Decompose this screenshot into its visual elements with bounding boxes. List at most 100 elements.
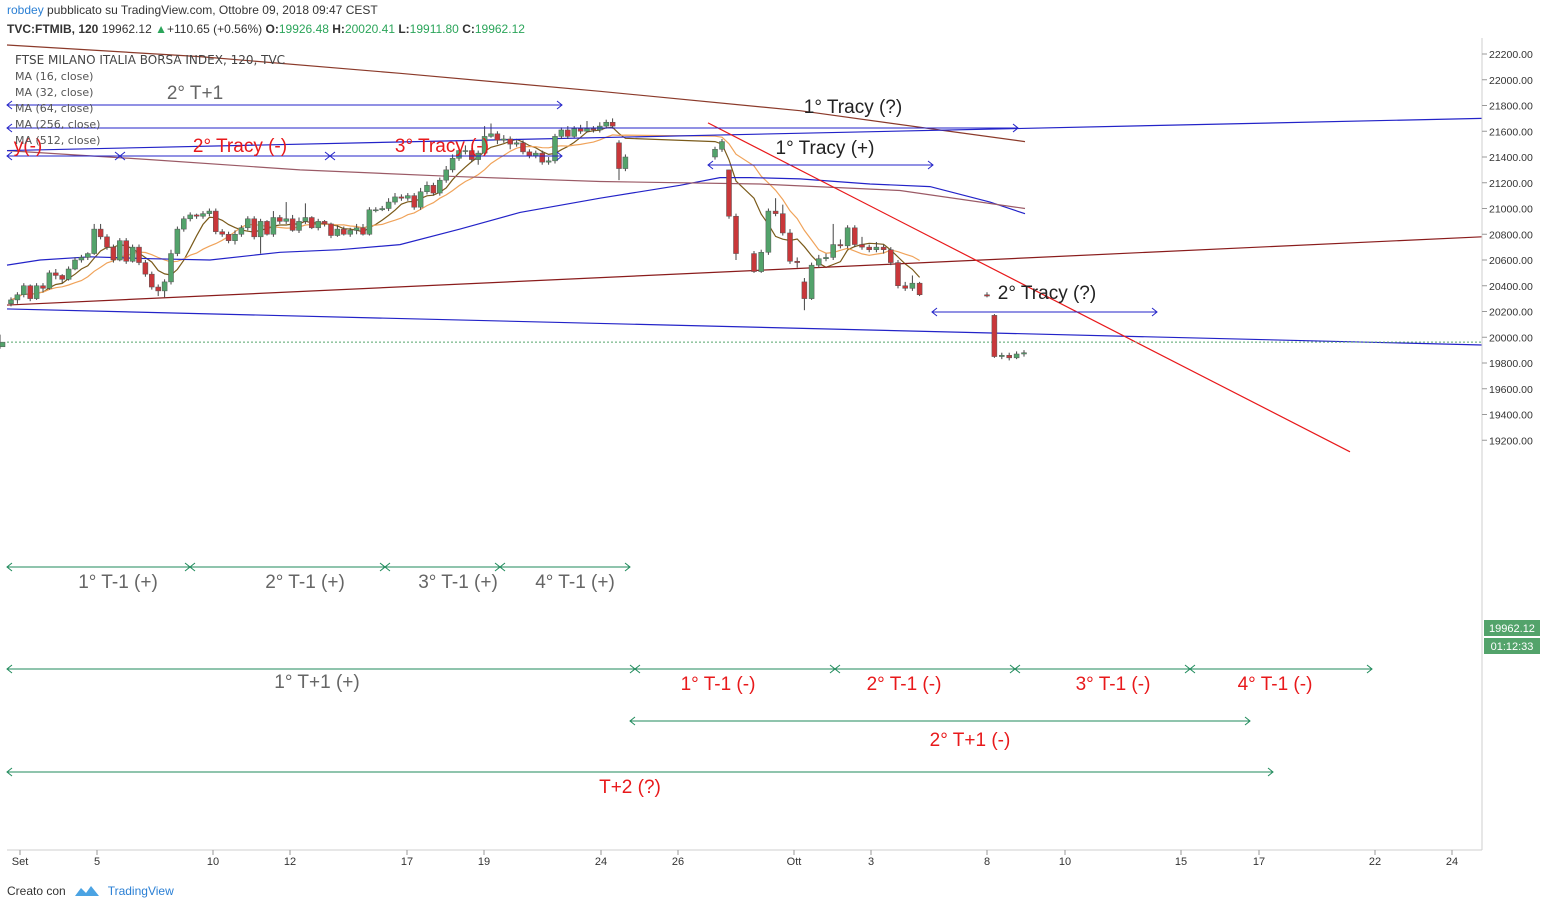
ma-256-legend[interactable]: MA (256, close)	[15, 118, 101, 131]
candle-body	[110, 246, 117, 261]
series-title: FTSE MILANO ITALIA BORSA INDEX, 120, TVC	[15, 53, 286, 67]
candle-body	[302, 217, 309, 222]
candle	[360, 223, 366, 236]
header-line-1: robdey pubblicato su TradingView.com, Ot…	[7, 3, 378, 17]
candle	[225, 231, 232, 244]
candle	[916, 281, 923, 297]
symbol-label[interactable]: TVC:FTMIB, 120	[7, 22, 99, 36]
up-arrow-icon: ▲	[155, 22, 167, 36]
candle-body	[123, 240, 129, 262]
ma-64-line	[6, 177, 1026, 266]
candle	[321, 220, 328, 227]
time-tick-label: 19	[478, 856, 490, 868]
price-tick-label: 20000.00	[1489, 332, 1533, 344]
header-line-2: TVC:FTMIB, 120 19962.12 ▲+110.65 (+0.56%…	[7, 22, 525, 36]
time-tick-label: 15	[1175, 856, 1187, 868]
last-price-tag-value: 19962.12	[1489, 623, 1535, 635]
candle	[46, 270, 53, 290]
candle-body	[616, 142, 622, 169]
label-2-t-plus-1-minus: 2° T+1 (-)	[930, 730, 1011, 751]
published-text: pubblicato su TradingView.com, Ottobre 0…	[47, 3, 378, 17]
candle-body	[462, 150, 469, 152]
candle-body	[353, 227, 360, 231]
author-name[interactable]: robdey	[7, 3, 44, 17]
candle-body	[603, 121, 609, 127]
candles-layer	[0, 118, 1027, 361]
candle-body	[193, 214, 200, 217]
candle-body	[481, 136, 488, 154]
candle-body	[787, 232, 793, 262]
candle	[999, 352, 1005, 360]
tradingview-link[interactable]: TradingView	[107, 884, 174, 898]
candle	[469, 147, 475, 163]
candle	[65, 266, 72, 281]
time-tick-label: Ott	[787, 856, 802, 868]
time-axis[interactable]: Set 5 10 12 17 19 24 26 Ott 3 8 10 15 17 22 24	[12, 850, 1458, 868]
candle-body	[59, 275, 65, 280]
candle	[129, 244, 136, 263]
candle-body	[794, 261, 800, 263]
label-1-t-minus-1-minus: 1° T-1 (-)	[681, 674, 756, 695]
candle-body	[837, 244, 844, 247]
candle	[590, 126, 597, 133]
ma-512-legend[interactable]: MA (512, close)	[15, 134, 101, 147]
candle	[873, 241, 880, 253]
candle-body	[270, 217, 277, 235]
candle-body	[758, 252, 764, 272]
annotations-layer: 2° T+1 1° Tracy (?) y(-) 2° Tracy (-) 3° Tra…	[6, 83, 1373, 798]
candle-body	[895, 262, 901, 287]
candle	[104, 234, 110, 250]
candle-body	[909, 282, 916, 289]
price-tick-label: 21600.00	[1489, 126, 1533, 138]
candle	[494, 131, 501, 145]
candle-body	[245, 218, 251, 229]
candle-body	[571, 128, 577, 137]
candle-body	[373, 209, 379, 212]
price-axis[interactable]: 19200.00 19400.00 19600.00 19800.00 20000.00…	[1482, 49, 1533, 447]
candle	[353, 223, 360, 235]
countdown-value: 01:12:33	[1491, 641, 1534, 653]
price-tick-label: 19200.00	[1489, 435, 1533, 447]
candle	[149, 271, 155, 290]
candle	[168, 249, 174, 285]
candle	[59, 274, 65, 284]
close-label: C:	[462, 22, 475, 36]
candle	[859, 236, 865, 250]
candle	[765, 208, 772, 255]
ma-64-legend[interactable]: MA (64, close)	[15, 102, 94, 115]
candle-body	[104, 236, 110, 248]
time-tick-label: 24	[1446, 856, 1458, 868]
candle-body	[590, 128, 597, 131]
candle-body	[494, 133, 501, 141]
candle	[751, 250, 757, 273]
label-1-tracy-plus: 1° Tracy (+)	[776, 138, 875, 159]
candle	[398, 194, 405, 201]
ma-16-legend[interactable]: MA (16, close)	[15, 70, 94, 83]
candle-body	[174, 228, 181, 254]
candle-body	[40, 285, 46, 289]
candle	[53, 269, 59, 280]
label-1-tracy-q: 1° Tracy (?)	[804, 97, 902, 118]
candle	[844, 225, 851, 249]
candle-body	[513, 142, 520, 145]
candle-body	[405, 195, 411, 199]
candle	[1006, 352, 1012, 361]
candle-body	[609, 121, 616, 127]
candle-body	[733, 215, 739, 254]
price-tick-label: 21800.00	[1489, 101, 1533, 113]
candle	[309, 216, 315, 230]
darkred-rising-trendline	[6, 236, 1483, 306]
candle	[200, 211, 206, 219]
candle	[155, 284, 161, 297]
low-label: L:	[398, 22, 410, 36]
candle	[895, 260, 901, 289]
candle	[823, 253, 829, 262]
candle	[257, 218, 264, 254]
candle-body	[984, 294, 990, 297]
blue-upper-trendline	[6, 117, 1483, 152]
candle	[816, 254, 822, 268]
candle	[0, 334, 6, 349]
candle	[507, 136, 513, 150]
ma-32-legend[interactable]: MA (32, close)	[15, 86, 94, 99]
